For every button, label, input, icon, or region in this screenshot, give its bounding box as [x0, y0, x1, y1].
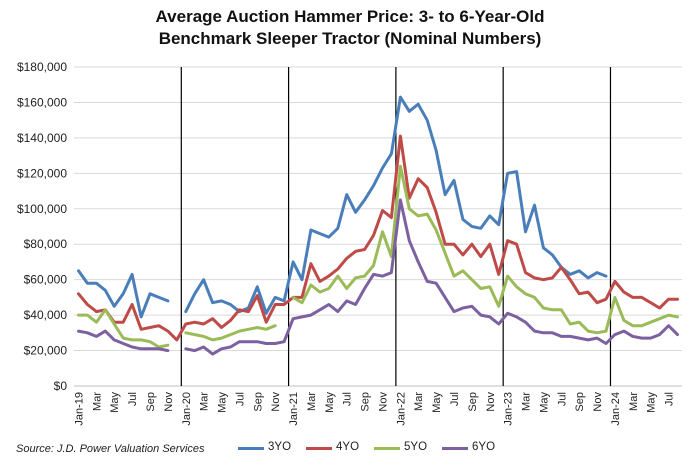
x-tick-label: Nov: [485, 392, 497, 412]
x-tick-label: Jan-20: [181, 392, 193, 426]
legend-label: 5YO: [404, 441, 428, 453]
x-tick-label: May: [646, 392, 658, 413]
series-line-6yo: [77, 329, 170, 353]
y-tick-label: $20,000: [24, 344, 68, 358]
x-tick-label: Jul: [449, 392, 461, 406]
x-tick-label: May: [217, 392, 229, 413]
x-tick-label: Jan-22: [395, 392, 407, 426]
x-tick-label: Mar: [413, 392, 425, 411]
x-tick-label: Nov: [163, 392, 175, 412]
y-tick-label: $140,000: [17, 131, 67, 145]
legend-swatch: [238, 447, 264, 450]
legend-label: 3YO: [268, 441, 292, 453]
x-tick-label: Sep: [574, 392, 586, 412]
x-tick-label: May: [324, 392, 336, 413]
series-line-4yo: [77, 134, 679, 342]
x-tick-label: Sep: [145, 392, 157, 412]
x-tick-label: Jul: [234, 392, 246, 406]
legend-swatch: [306, 447, 332, 450]
source-note: Source: J.D. Power Valuation Services: [16, 443, 205, 455]
series-line-3yo: [77, 269, 170, 319]
chart-title-line-2: Benchmark Sleeper Tractor (Nominal Numbe…: [158, 29, 542, 48]
x-tick-label: Jul: [664, 392, 676, 406]
x-tick-label: Jan-24: [610, 392, 622, 426]
x-tick-label: Jan-19: [73, 392, 85, 426]
chart-title: Average Auction Hammer Price: 3- to 6-Ye…: [0, 6, 700, 50]
x-tick-label: Jul: [556, 392, 568, 406]
x-tick-label: Sep: [360, 392, 372, 412]
legend-swatch: [374, 447, 400, 450]
series-line-3yo: [184, 95, 608, 315]
x-tick-label: Mar: [199, 392, 211, 411]
x-tick-label: Mar: [628, 392, 640, 411]
x-tick-label: Mar: [521, 392, 533, 411]
y-tick-label: $180,000: [17, 60, 67, 74]
y-tick-label: $120,000: [17, 166, 67, 180]
x-tick-label: Nov: [377, 392, 389, 412]
legend-label: 6YO: [472, 441, 496, 453]
x-tick-label: May: [109, 392, 121, 413]
x-tick-label: Nov: [592, 392, 604, 412]
x-tick-label: Nov: [270, 392, 282, 412]
series-line-5yo: [291, 164, 679, 335]
y-tick-label: $0: [54, 379, 68, 393]
y-tick-label: $80,000: [24, 237, 68, 251]
series-line-5yo: [184, 324, 277, 342]
legend-label: 4YO: [336, 441, 360, 453]
series-line-5yo: [77, 308, 170, 349]
y-tick-label: $100,000: [17, 202, 67, 216]
x-tick-label: Jan-23: [503, 392, 515, 426]
y-tick-label: $60,000: [24, 273, 68, 287]
series-line-6yo: [184, 198, 679, 356]
x-tick-label: Jul: [342, 392, 354, 406]
x-tick-label: May: [431, 392, 443, 413]
x-tick-label: Mar: [91, 392, 103, 411]
x-tick-label: Sep: [252, 392, 264, 412]
x-tick-label: Sep: [467, 392, 479, 412]
y-tick-label: $160,000: [17, 95, 67, 109]
x-tick-label: Jul: [127, 392, 139, 406]
x-tick-label: Mar: [306, 392, 318, 411]
x-tick-label: May: [538, 392, 550, 413]
x-tick-label: Jan-21: [288, 392, 300, 426]
y-tick-label: $40,000: [24, 308, 68, 322]
legend-swatch: [442, 447, 468, 450]
chart-title-line-1: Average Auction Hammer Price: 3- to 6-Ye…: [155, 7, 545, 26]
